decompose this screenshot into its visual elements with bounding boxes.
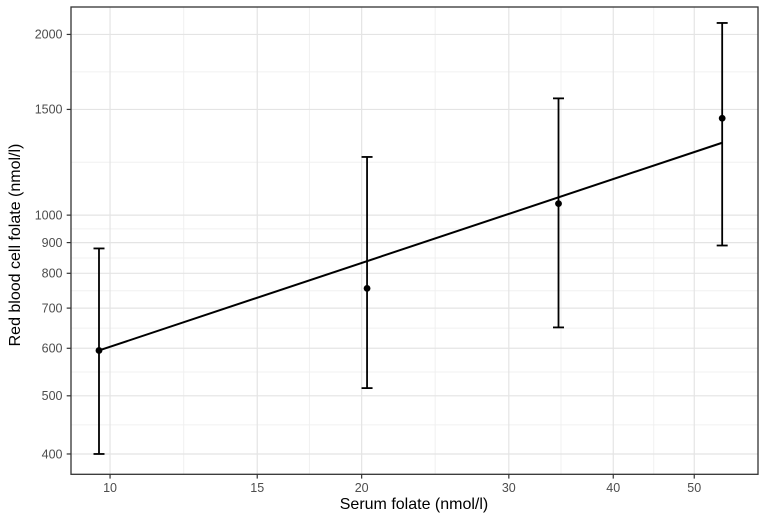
x-tick-label: 15 [250,481,264,495]
y-tick-label: 500 [42,389,63,403]
y-tick-label: 700 [42,301,63,315]
y-tick-label: 1000 [35,208,63,222]
data-point [363,284,371,292]
data-point [718,114,726,122]
y-tick-label: 2000 [35,28,63,42]
x-tick-label: 50 [687,481,701,495]
x-axis-title: Serum folate (nmol/l) [339,496,489,513]
y-axis-title: Red blood cell folate (nmol/l) [7,143,24,347]
x-tick-label: 20 [355,481,369,495]
x-tick-label: 30 [502,481,516,495]
data-point [95,347,103,354]
panel-background [71,7,758,475]
x-tick-label: 40 [606,481,620,495]
panel-border [70,6,759,475]
trend-line [98,141,723,352]
y-tick-label: 800 [42,267,63,281]
y-tick-label: 400 [42,447,63,461]
x-tick-label: 10 [103,481,117,495]
y-tick-label: 900 [42,236,63,250]
y-tick-label: 600 [42,342,63,356]
y-tick-label: 1500 [35,103,63,117]
data-point [555,200,562,208]
